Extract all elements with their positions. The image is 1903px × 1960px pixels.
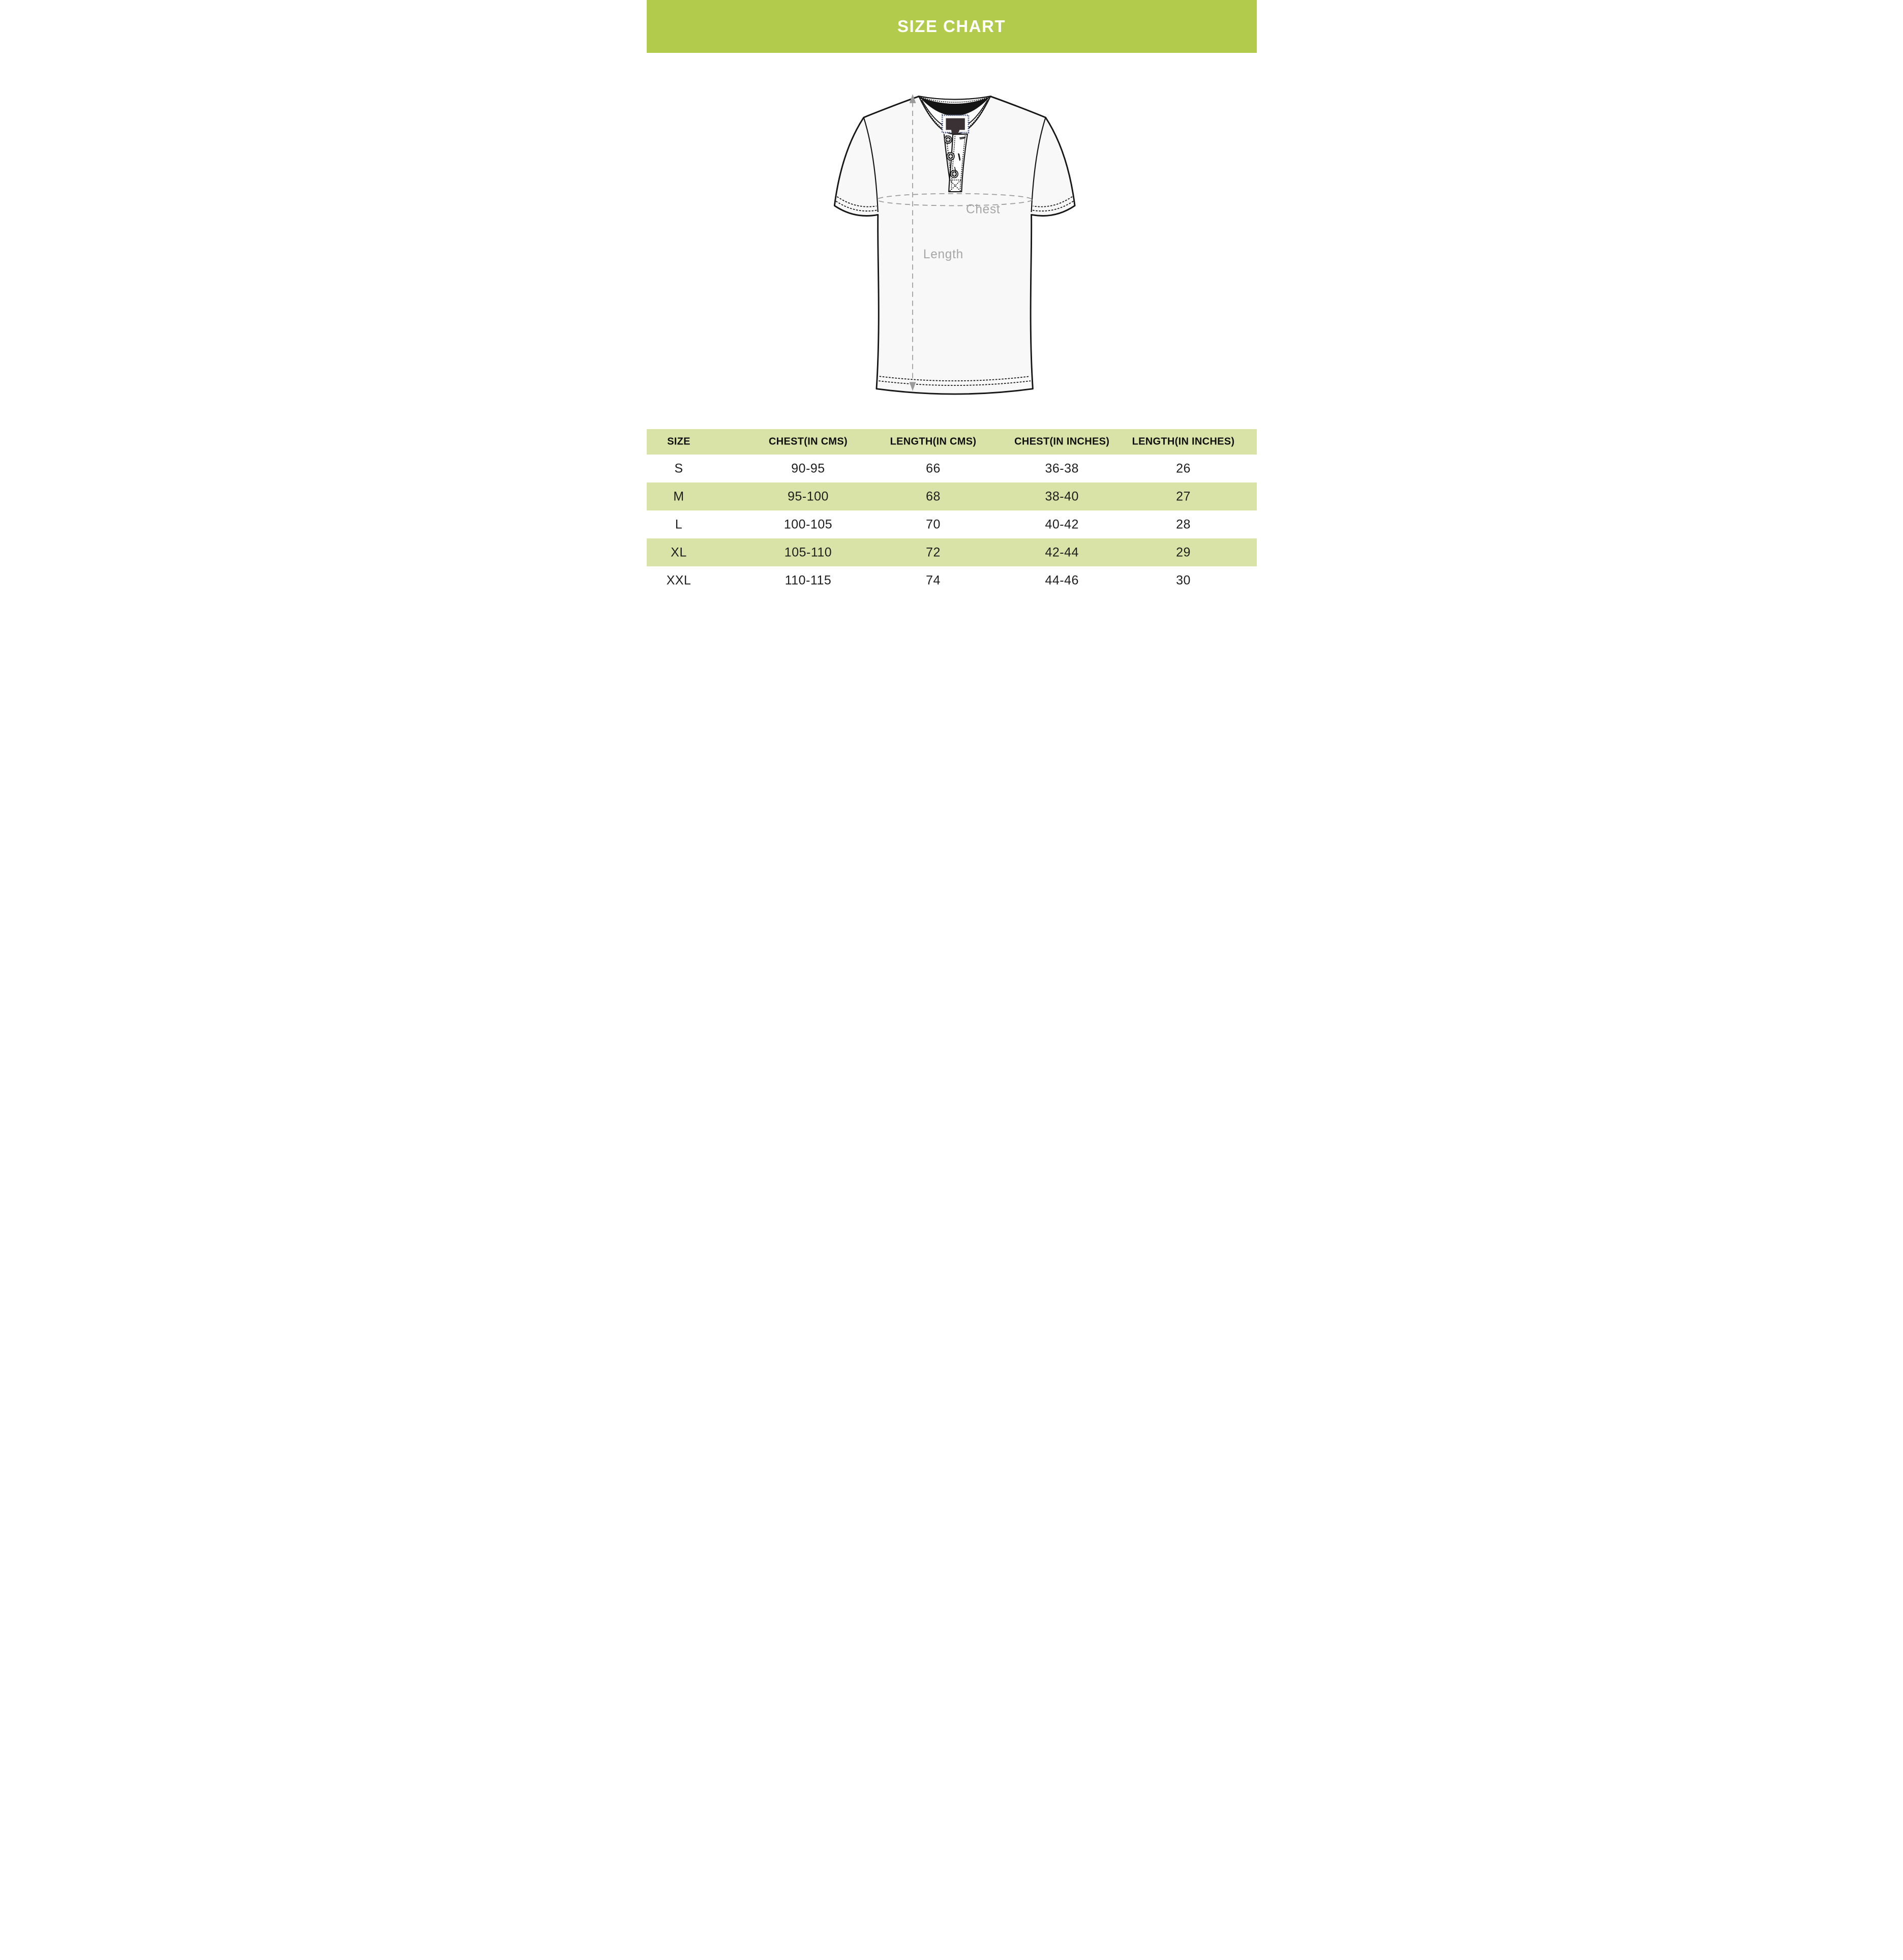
- hem-stitch: [879, 376, 1030, 382]
- button: [950, 169, 958, 178]
- table-cell: 74: [926, 573, 941, 587]
- right-cuff-stitch: [1032, 200, 1074, 212]
- table-cell: 26: [1176, 461, 1191, 475]
- right-armhole-seam: [1030, 117, 1046, 213]
- tshirt-body-outline: [833, 96, 1075, 395]
- length-arrow-down: [909, 382, 916, 391]
- table-cell: 30: [1176, 573, 1191, 587]
- button: [944, 135, 952, 144]
- length-arrow-up: [909, 94, 916, 103]
- table-cell: 28: [1176, 517, 1191, 531]
- title-banner: SIZE CHART: [646, 0, 1257, 53]
- table-cell: 27: [1176, 489, 1191, 503]
- bar-tack: [959, 136, 965, 140]
- right-cuff-stitch: [1032, 196, 1072, 207]
- table-cell: 72: [926, 545, 941, 559]
- table-cell: 110-115: [784, 573, 832, 587]
- table-cell: 100-105: [783, 517, 833, 531]
- placket-stitch: [950, 136, 955, 190]
- neckline-stitch: [920, 97, 988, 103]
- table-cell: 66: [926, 461, 941, 475]
- table-cell: 68: [926, 489, 941, 503]
- table-cell: S: [674, 461, 683, 475]
- column-header-chest-inches: CHEST(IN INCHES): [1014, 436, 1110, 447]
- button: [946, 152, 955, 161]
- chest-guide-line: [877, 193, 1033, 206]
- size-table: SIZE CHEST(IN CMS) LENGTH(IN CMS) CHEST(…: [646, 429, 1257, 594]
- hem-stitch: [878, 380, 1031, 386]
- left-cuff-stitch: [835, 200, 877, 212]
- table-cell: 42-44: [1045, 545, 1079, 559]
- tshirt-diagram: Chest Length: [818, 78, 1096, 417]
- bar-tack: [957, 153, 960, 161]
- table-cell: 90-95: [791, 461, 825, 475]
- tshirt-illustration: Chest Length: [833, 94, 1075, 395]
- table-header-row: SIZE CHEST(IN CMS) LENGTH(IN CMS) CHEST(…: [646, 429, 1257, 455]
- table-cell: 38-40: [1045, 489, 1079, 503]
- table-cell: XL: [671, 545, 687, 559]
- table-cell: 105-110: [784, 545, 832, 559]
- table-cell: 40-42: [1045, 517, 1079, 531]
- table-cell: 95-100: [788, 489, 829, 503]
- size-table-body: S 90-95 66 36-38 26 M 95-100 68 38-40 27 L 100-105 7…: [646, 455, 1257, 594]
- size-chart-page: SIZE CHART: [646, 0, 1257, 628]
- page-title: SIZE CHART: [897, 17, 1006, 36]
- table-cell: 36-38: [1045, 461, 1079, 475]
- table-row: XXL 110-115 74 44-46 30: [647, 566, 1257, 594]
- chest-guide-label: Chest: [966, 202, 1000, 216]
- collar-band: [919, 97, 990, 116]
- table-cell: 70: [926, 517, 941, 531]
- left-armhole-seam: [863, 117, 879, 213]
- column-header-chest-cms: CHEST(IN CMS): [768, 436, 848, 447]
- table-row: XL 105-110 72 42-44 29: [646, 538, 1257, 566]
- column-header-size: SIZE: [667, 436, 690, 447]
- table-cell: XXL: [666, 573, 691, 587]
- placket-x-box: [949, 179, 961, 192]
- column-header-length-inches: LENGTH(IN INCHES): [1132, 436, 1235, 447]
- table-row: L 100-105 70 40-42 28: [647, 510, 1257, 538]
- table-cell: 29: [1176, 545, 1191, 559]
- table-cell: M: [673, 489, 684, 503]
- table-row: S 90-95 66 36-38 26: [647, 455, 1257, 483]
- table-cell: 44-46: [1045, 573, 1079, 587]
- column-header-length-cms: LENGTH(IN CMS): [890, 436, 977, 447]
- bar-tack: [954, 167, 956, 172]
- table-row: M 95-100 68 38-40 27: [646, 483, 1257, 510]
- placket-stitch: [959, 135, 965, 190]
- table-cell: L: [675, 517, 683, 531]
- brand-label: [945, 118, 965, 130]
- left-cuff-stitch: [836, 196, 877, 207]
- length-guide-label: Length: [923, 248, 963, 261]
